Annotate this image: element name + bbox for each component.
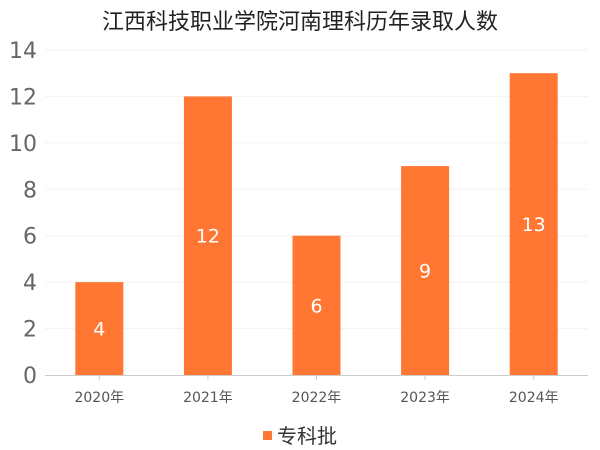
legend[interactable]: 专科批 <box>0 420 600 449</box>
y-tick-label: 0 <box>23 364 37 389</box>
data-label: 9 <box>419 261 431 283</box>
legend-swatch <box>263 431 272 440</box>
x-tick-labels: 2020年 2021年 2022年 2023年 2024年 <box>74 390 558 406</box>
y-tick-label: 10 <box>9 132 37 157</box>
y-tick-label: 12 <box>9 85 37 110</box>
data-label: 12 <box>196 226 220 248</box>
y-tick-label: 4 <box>23 271 37 296</box>
data-label: 4 <box>93 319 105 341</box>
bars <box>75 73 558 375</box>
axes <box>45 375 588 380</box>
bar[interactable] <box>292 235 341 375</box>
x-tick-label: 2023年 <box>400 390 450 406</box>
y-tick-label: 14 <box>9 39 37 64</box>
data-label: 13 <box>522 214 546 236</box>
y-tick-label: 8 <box>23 178 37 203</box>
bar[interactable] <box>401 166 450 375</box>
data-label: 6 <box>310 295 322 317</box>
y-tick-label: 6 <box>23 225 37 250</box>
bar[interactable] <box>75 282 124 375</box>
x-tick-label: 2020年 <box>74 390 124 406</box>
x-tick-label: 2022年 <box>292 390 342 406</box>
x-tick-label: 2024年 <box>509 390 559 406</box>
y-tick-labels: 0 2 4 6 8 10 12 14 <box>9 39 37 389</box>
bar[interactable] <box>183 96 232 375</box>
y-tick-label: 2 <box>23 318 37 343</box>
legend-label: 专科批 <box>277 424 337 448</box>
data-labels: 4 12 6 9 13 <box>93 214 546 340</box>
bar[interactable] <box>509 73 558 375</box>
x-tick-label: 2021年 <box>183 390 233 406</box>
chart-title: 江西科技职业学院河南理科历年录取人数 <box>101 10 498 35</box>
